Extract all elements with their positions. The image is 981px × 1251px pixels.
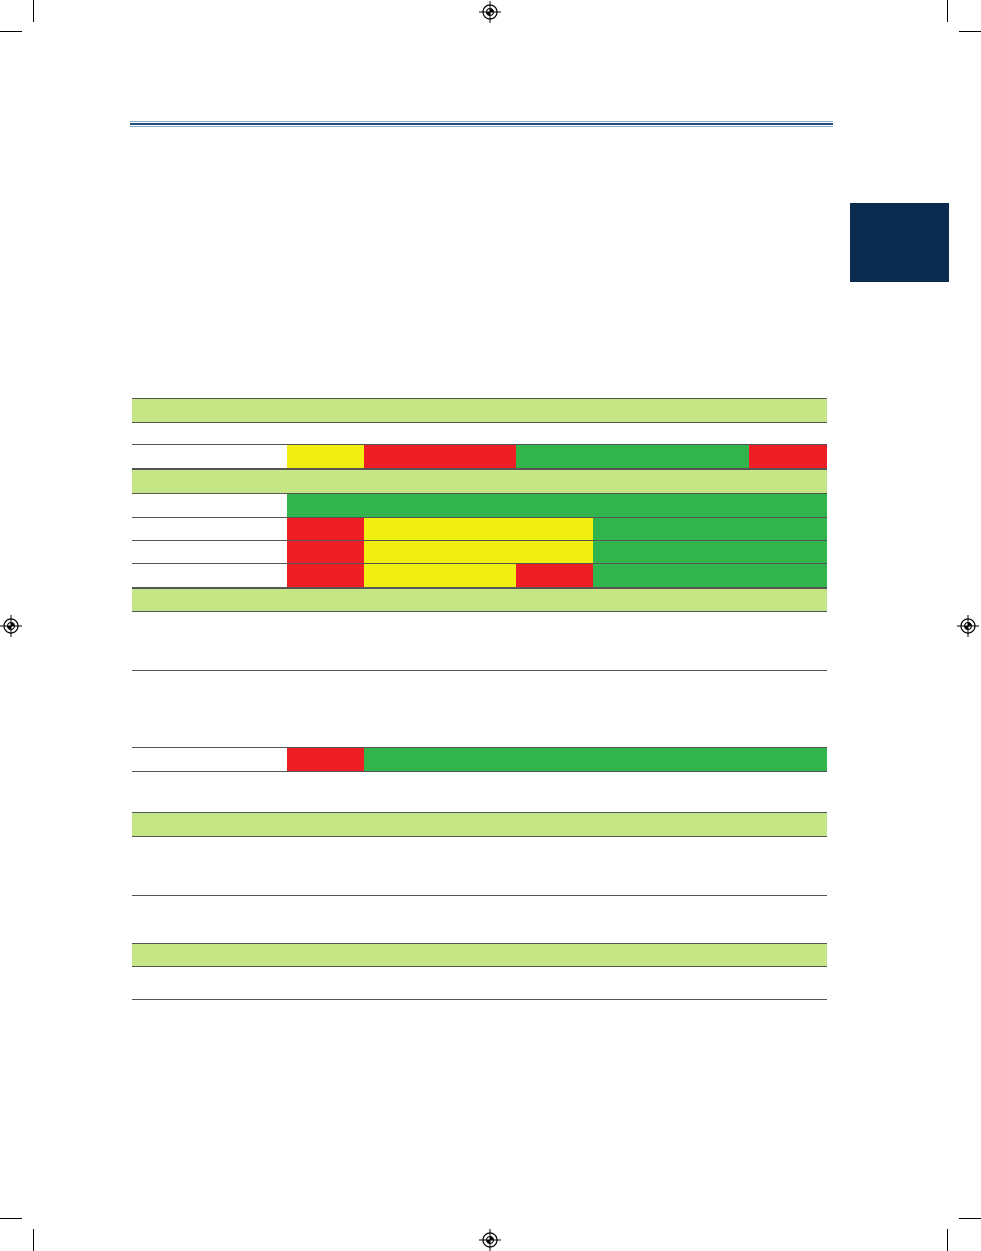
crop-mark	[947, 0, 948, 22]
section-label	[132, 813, 287, 836]
section-label	[132, 399, 287, 422]
registration-target-icon	[957, 615, 979, 637]
row-label	[132, 518, 287, 540]
chapter-tab	[850, 203, 949, 282]
status-row	[132, 564, 827, 588]
status-cell-yellow	[364, 564, 516, 587]
status-cell-red	[749, 445, 827, 468]
table-row	[132, 772, 827, 812]
status-cell-red	[287, 541, 364, 563]
row-label	[132, 423, 287, 444]
table-row	[132, 671, 827, 748]
status-cell-green	[287, 494, 827, 517]
status-row	[132, 494, 827, 518]
section-band	[132, 812, 827, 837]
row-label	[132, 445, 287, 468]
status-row	[132, 445, 827, 469]
section-label	[132, 589, 287, 611]
row-label	[132, 772, 287, 812]
status-cell-green	[593, 541, 827, 563]
crop-mark	[33, 1229, 34, 1251]
status-row	[132, 748, 827, 772]
status-cell-yellow	[364, 518, 593, 540]
table-row	[132, 837, 827, 896]
status-cell-red	[287, 748, 364, 771]
status-cell-red	[287, 564, 364, 587]
status-cell-green	[364, 748, 827, 771]
crop-mark	[33, 0, 34, 22]
status-cell-red	[516, 564, 593, 587]
header-rule	[130, 121, 833, 127]
row-label	[132, 748, 287, 771]
row-label	[132, 612, 287, 670]
row-label	[132, 494, 287, 517]
registration-target-icon	[479, 1229, 501, 1251]
crop-mark	[0, 31, 22, 32]
row-label	[132, 564, 287, 587]
section-band	[132, 469, 827, 494]
section-band	[132, 588, 827, 612]
section-label	[132, 470, 287, 493]
table-row	[132, 423, 827, 445]
row-label	[132, 541, 287, 563]
status-cell-green	[516, 445, 749, 468]
status-cell-yellow	[364, 541, 593, 563]
section-band	[132, 943, 827, 967]
section-band	[132, 398, 827, 423]
registration-target-icon	[479, 1, 501, 23]
crop-mark	[959, 31, 981, 32]
status-table	[132, 398, 827, 1000]
status-cell-red	[287, 518, 364, 540]
status-cell-yellow	[287, 445, 364, 468]
registration-target-icon	[0, 615, 22, 637]
status-row	[132, 518, 827, 541]
crop-mark	[947, 1229, 948, 1251]
status-cell-green	[593, 518, 827, 540]
status-cell-red	[364, 445, 516, 468]
table-row	[132, 612, 827, 671]
crop-mark	[0, 1218, 22, 1219]
table-row	[132, 896, 827, 943]
section-label	[132, 944, 287, 966]
status-row	[132, 541, 827, 564]
row-label	[132, 967, 287, 999]
row-label	[132, 671, 287, 747]
table-row	[132, 967, 827, 1000]
row-label	[132, 837, 287, 895]
crop-mark	[959, 1218, 981, 1219]
status-cell-green	[593, 564, 827, 587]
row-label	[132, 896, 287, 943]
